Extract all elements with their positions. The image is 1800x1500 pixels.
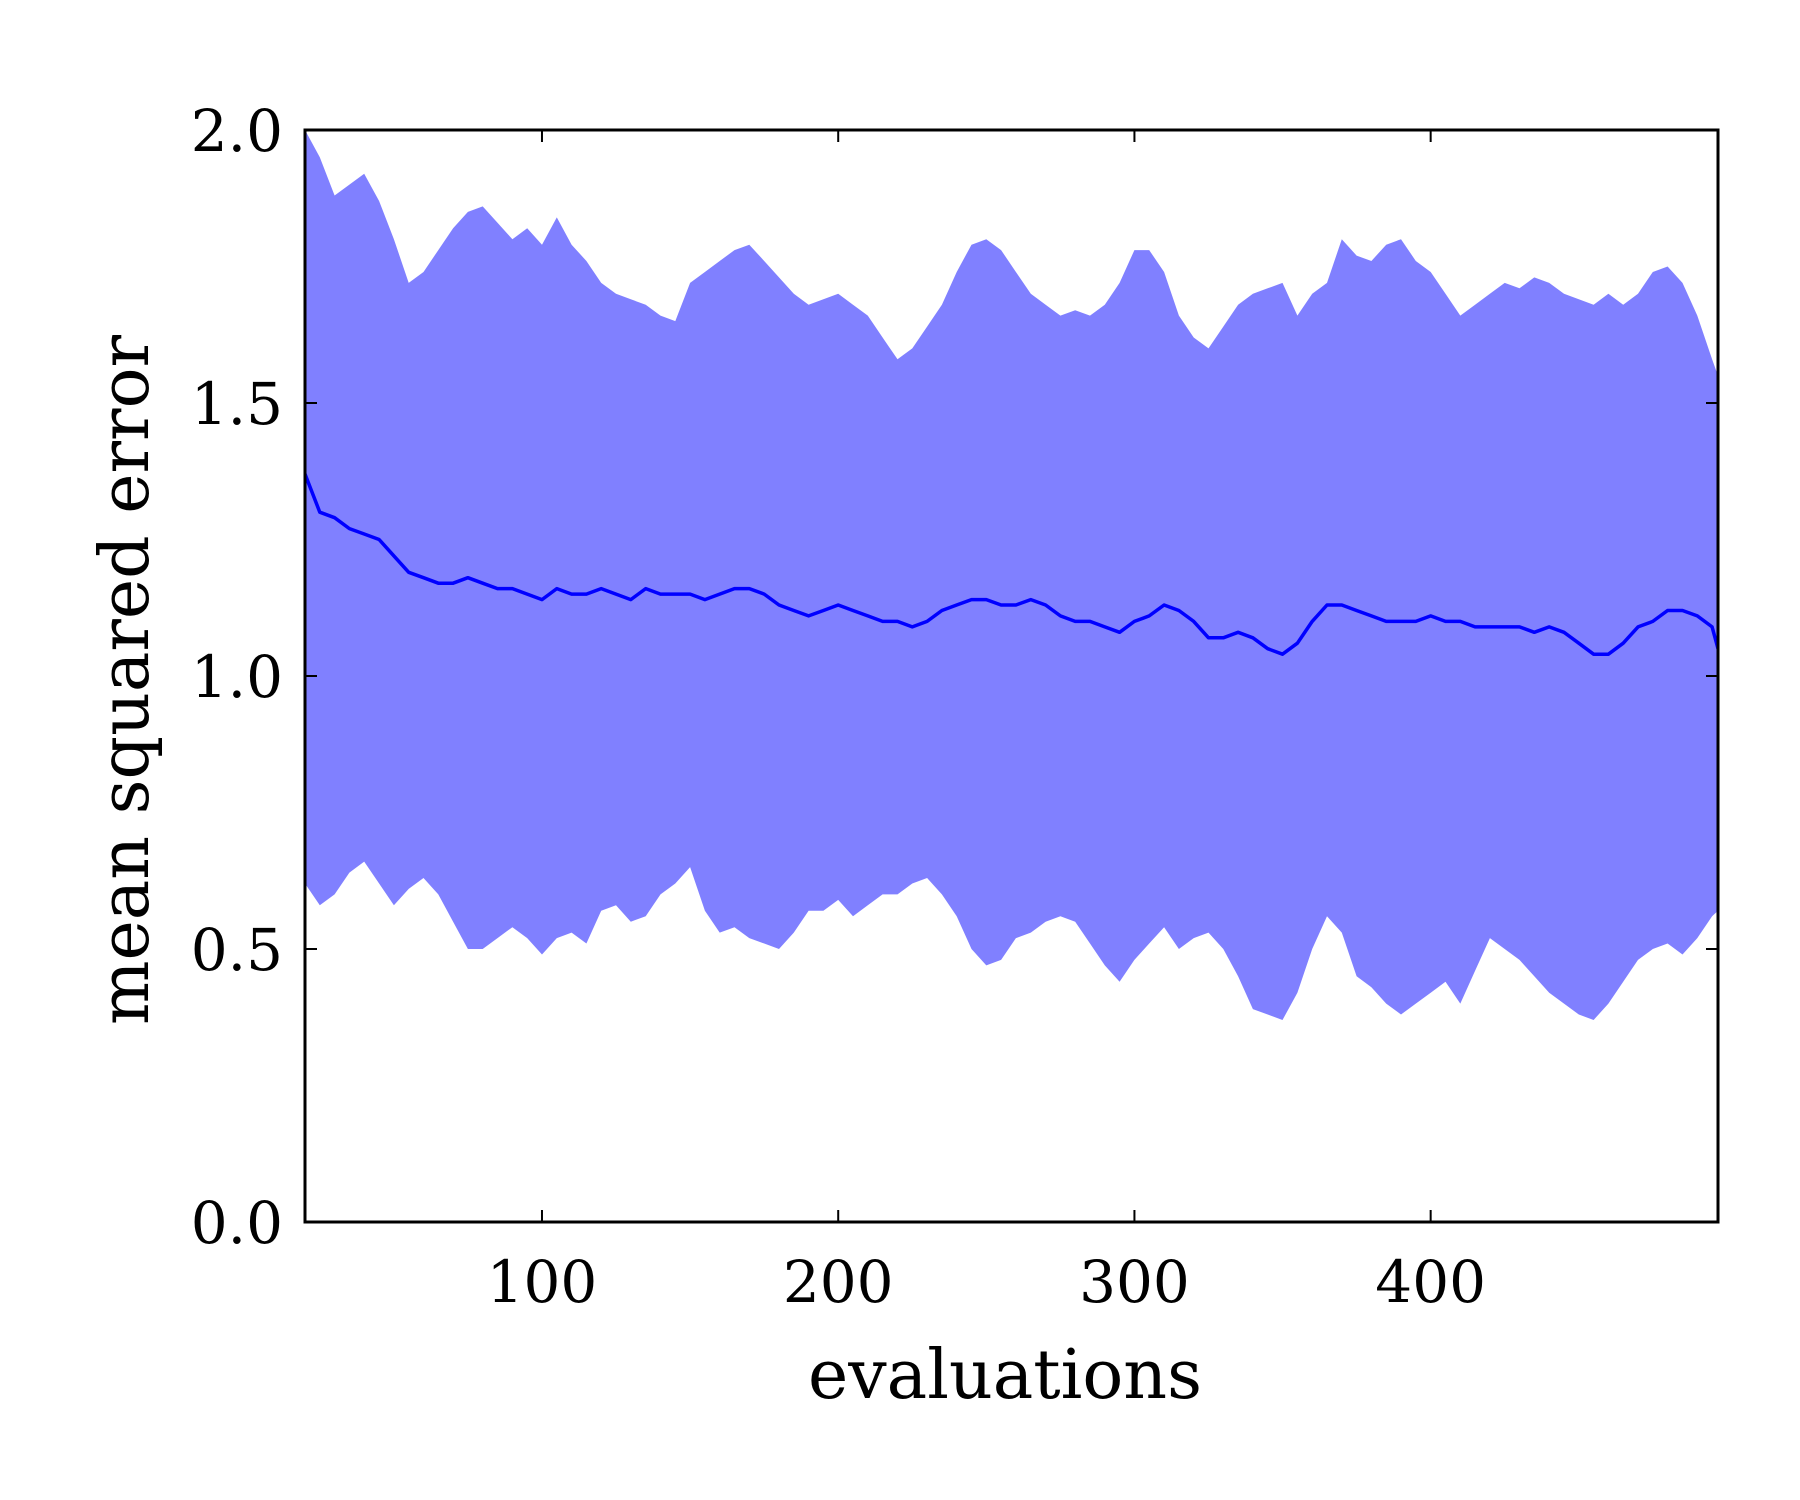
uncertainty-band-layer: [305, 130, 1718, 1020]
x-tick-label: 300: [1079, 1248, 1190, 1316]
y-tick-label: 2.0: [191, 97, 283, 165]
mean-line-layer: [305, 473, 1718, 656]
y-tick-label: 0.5: [191, 916, 283, 984]
x-axis-title: evaluations: [808, 1336, 1202, 1415]
y-ticks-layer: 0.0 0.5 1.0 1.5 2.0: [191, 97, 1718, 1257]
y-tick-label: 1.5: [191, 370, 283, 438]
y-axis-title: mean squared error: [86, 334, 165, 1025]
x-tick-label: 200: [783, 1248, 894, 1316]
x-tick-label: 100: [487, 1248, 598, 1316]
x-ticks-layer: 100 200 300 400: [487, 130, 1486, 1316]
x-tick-label: 400: [1375, 1248, 1486, 1316]
mean-line: [305, 473, 1718, 656]
y-tick-label: 0.0: [191, 1189, 283, 1257]
y-tick-label: 1.0: [191, 643, 283, 711]
std-band: [305, 130, 1718, 1020]
